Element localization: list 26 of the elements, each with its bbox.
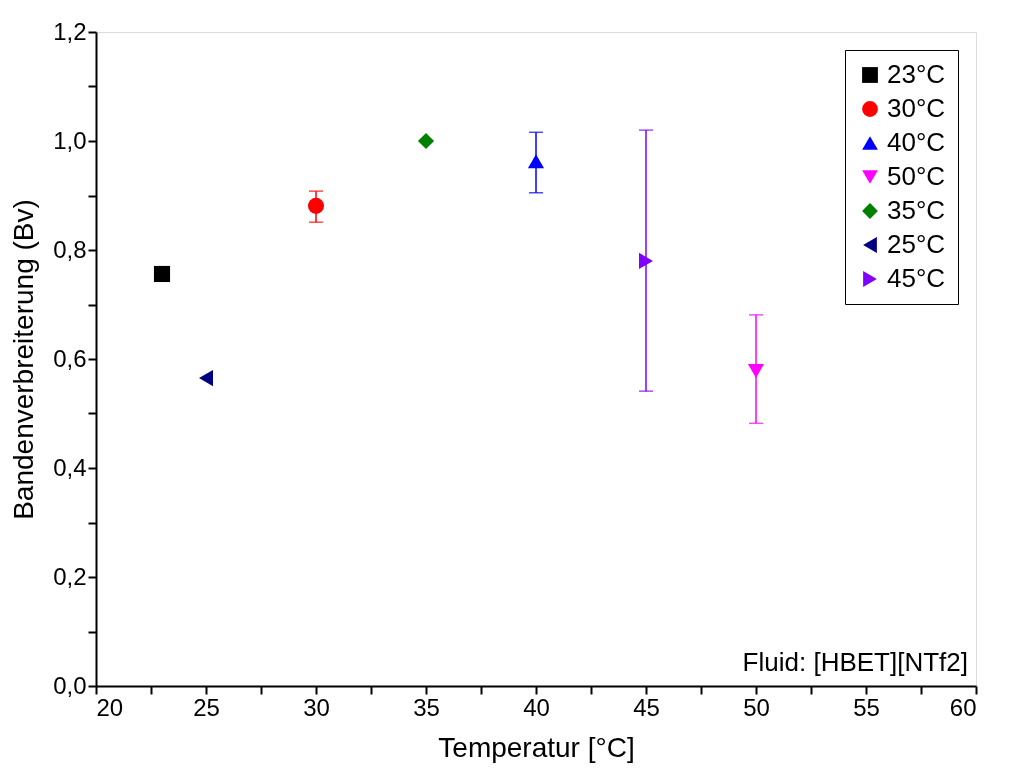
- x-tick-label: 55: [853, 693, 880, 721]
- x-tick-label: 30: [303, 693, 330, 721]
- x-axis-title: Temperatur [°C]: [438, 731, 635, 763]
- y-axis-title: Bandenverbreiterung (Bv): [8, 199, 40, 520]
- y-tick-label: 1,2: [53, 17, 87, 45]
- x-tick-label: 35: [413, 693, 440, 721]
- x-tick-label: 20: [96, 693, 124, 721]
- x-tick-label: 60: [949, 693, 977, 721]
- legend-label: 45°C: [887, 263, 946, 293]
- y-tick-label: 0,4: [53, 453, 87, 481]
- x-tick-label: 40: [523, 693, 550, 721]
- y-tick-label: 0,0: [53, 671, 87, 699]
- y-tick-label: 0,8: [53, 235, 87, 263]
- legend-label: 23°C: [887, 59, 946, 89]
- legend-label: 40°C: [887, 127, 946, 157]
- legend-label: 35°C: [887, 195, 946, 225]
- y-tick-label: 1,0: [53, 126, 87, 154]
- legend-label: 50°C: [887, 161, 946, 191]
- x-tick-label: 45: [633, 693, 660, 721]
- y-tick-label: 0,2: [53, 562, 87, 590]
- y-tick-label: 0,6: [53, 344, 87, 372]
- legend-label: 30°C: [887, 93, 946, 123]
- annotation: Fluid: [HBET][NTf2]: [742, 647, 968, 677]
- x-tick-label: 50: [743, 693, 770, 721]
- x-tick-label: 25: [193, 693, 220, 721]
- legend-label: 25°C: [887, 229, 946, 259]
